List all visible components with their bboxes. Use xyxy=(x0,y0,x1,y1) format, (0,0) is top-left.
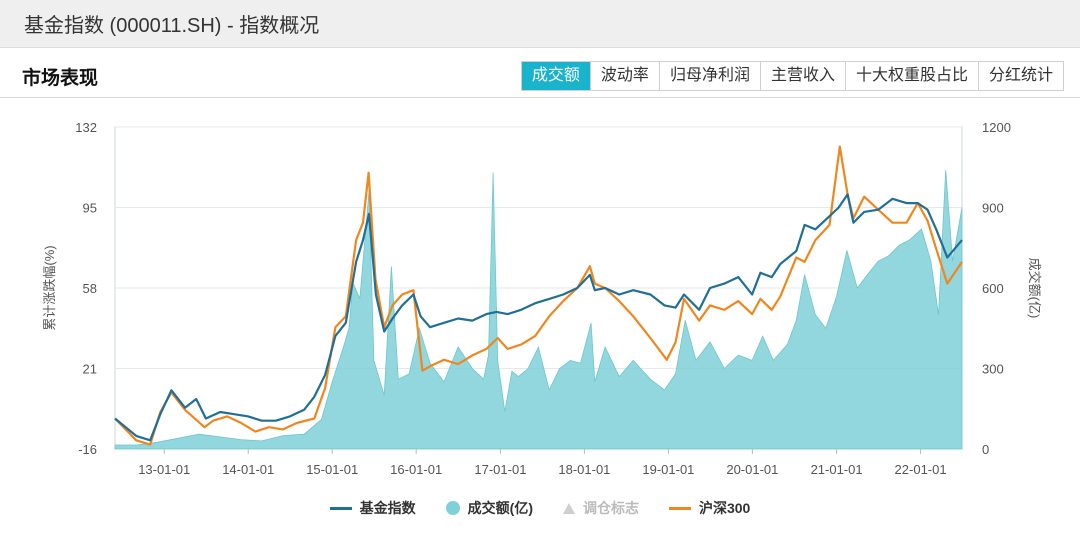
legend-item-adjust[interactable]: 调仓标志 xyxy=(562,498,639,518)
section-title: 市场表现 xyxy=(22,68,99,89)
x-tick-label: 13-01-01 xyxy=(138,462,190,477)
tab-dividend-stats[interactable]: 分红统计 xyxy=(977,62,1063,90)
legend-label-hs300: 沪深300 xyxy=(698,500,751,516)
y-right-tick-label: 1200 xyxy=(982,120,1011,135)
x-tick-label: 22-01-01 xyxy=(895,462,947,477)
index-lines-layer xyxy=(114,145,963,446)
chart-legend: 基金指数 成交额(亿) 调仓标志 沪深300 xyxy=(0,498,1080,518)
y-left-tick-label: 21 xyxy=(83,362,97,377)
legend-item-volume[interactable]: 成交额(亿) xyxy=(445,498,533,518)
y-right-tick-label: 0 xyxy=(982,442,989,457)
legend-item-fund-index[interactable]: 基金指数 xyxy=(329,498,416,518)
metric-tabs: 成交额 波动率 归母净利润 主营收入 十大权重股占比 分红统计 xyxy=(520,61,1064,91)
tab-top10-weight[interactable]: 十大权重股占比 xyxy=(844,62,978,90)
legend-item-hs300[interactable]: 沪深300 xyxy=(668,498,751,518)
volume-dot-icon xyxy=(445,501,460,515)
tab-volume[interactable]: 成交额 xyxy=(521,62,590,90)
tab-net-profit[interactable]: 归母净利润 xyxy=(658,62,760,90)
hs300-line xyxy=(114,145,963,446)
y-right-axis-title: 成交额(亿) xyxy=(1027,258,1042,319)
x-tick-label: 19-01-01 xyxy=(642,462,694,477)
fund-index-line xyxy=(114,193,963,442)
page-title: 基金指数 (000011.SH) - 指数概况 xyxy=(24,15,320,37)
x-tick-label: 21-01-01 xyxy=(811,462,863,477)
y-right-tick-label: 600 xyxy=(982,281,1004,296)
y-left-tick-label: 95 xyxy=(83,201,97,216)
y-left-tick-label: 132 xyxy=(75,120,97,135)
volume-area-layer xyxy=(114,169,963,450)
y-right-tick-label: 300 xyxy=(982,362,1004,377)
legend-label-volume: 成交额(亿) xyxy=(467,500,533,516)
section-header: 市场表现 成交额 波动率 归母净利润 主营收入 十大权重股占比 分红统计 xyxy=(0,53,1080,98)
legend-label-adjust: 调仓标志 xyxy=(582,500,639,516)
volume-area xyxy=(114,169,963,450)
x-tick-label: 18-01-01 xyxy=(558,462,610,477)
y-left-axis-title: 累计涨跌幅(%) xyxy=(42,245,57,330)
y-right-tick-label: 900 xyxy=(982,201,1004,216)
y-left-tick-label: 58 xyxy=(83,281,97,296)
x-tick-label: 15-01-01 xyxy=(306,462,358,477)
x-tick-label: 20-01-01 xyxy=(726,462,778,477)
chart-axes: 132 1200 95 900 58 600 21 300 -16 0 13-01-01 14-01-… xyxy=(42,120,1042,477)
tab-volatility[interactable]: 波动率 xyxy=(589,62,659,90)
legend-label-fund-index: 基金指数 xyxy=(359,500,416,516)
x-tick-label: 16-01-01 xyxy=(390,462,442,477)
tab-main-revenue[interactable]: 主营收入 xyxy=(759,62,845,90)
hs300-swatch-icon xyxy=(668,506,691,510)
x-tick-label: 17-01-01 xyxy=(474,462,526,477)
y-left-tick-label: -16 xyxy=(78,442,97,457)
triangle-icon xyxy=(562,502,575,514)
x-tick-label: 14-01-01 xyxy=(222,462,274,477)
window-title-bar: 基金指数 (000011.SH) - 指数概况 xyxy=(0,0,1080,48)
market-performance-panel: 市场表现 成交额 波动率 归母净利润 主营收入 十大权重股占比 分红统计 xyxy=(0,53,1080,537)
fund-index-swatch-icon xyxy=(329,506,352,510)
